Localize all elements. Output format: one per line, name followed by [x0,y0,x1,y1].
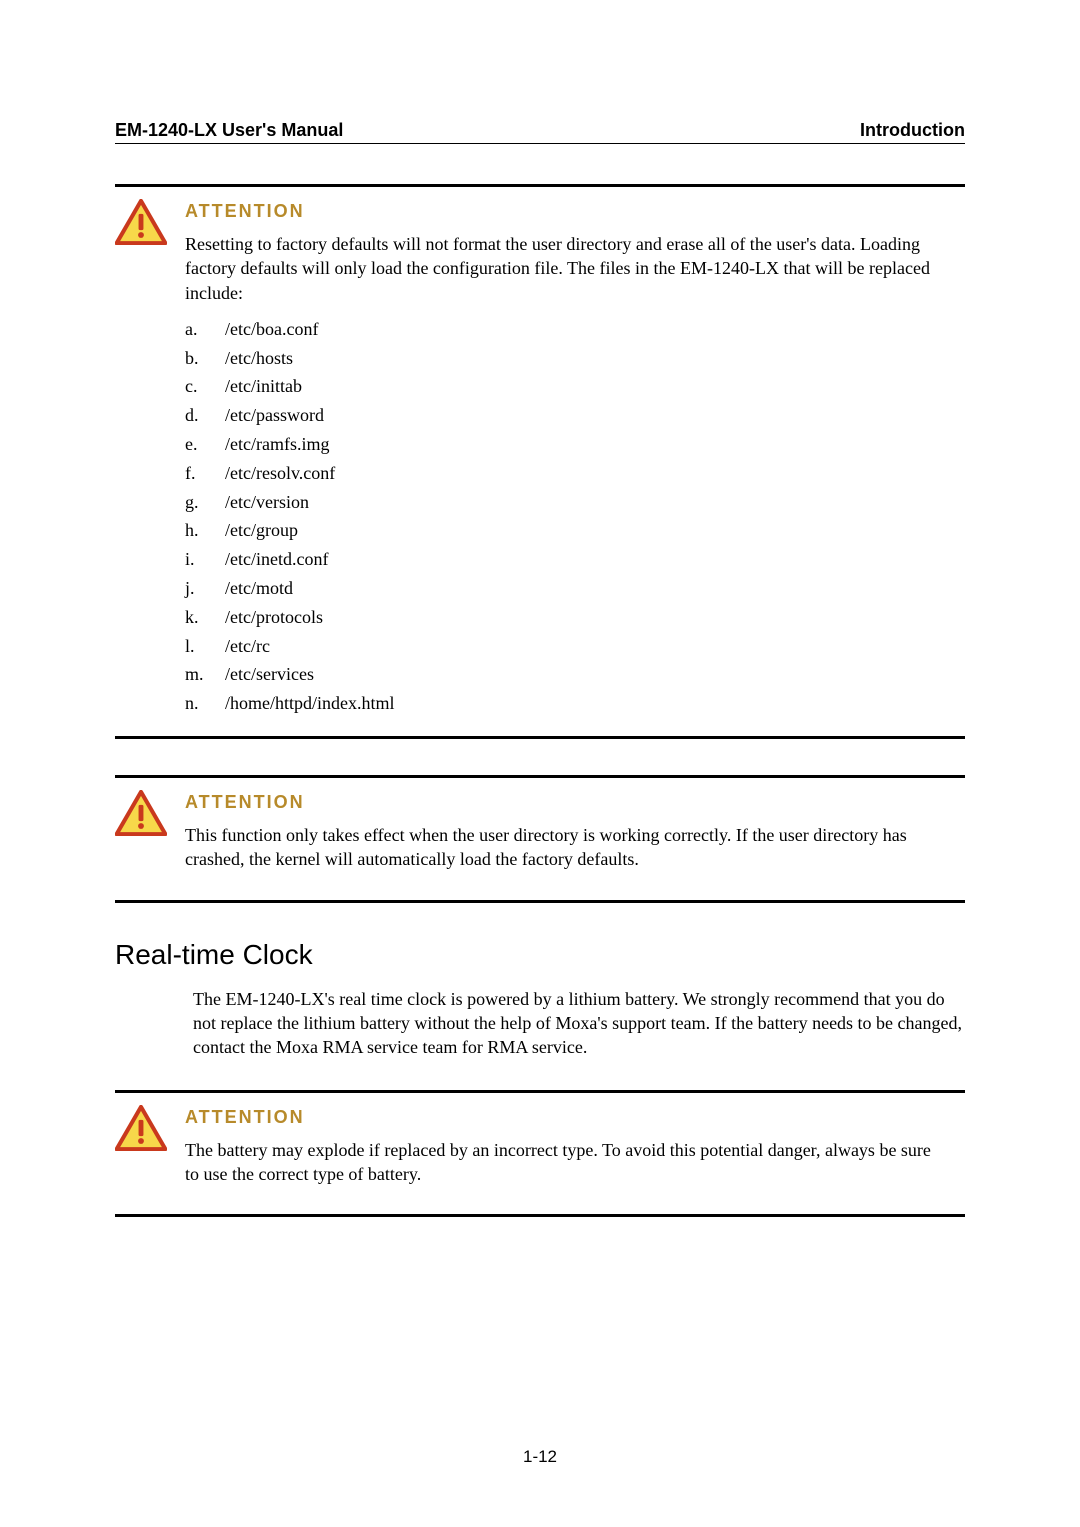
header-left: EM-1240-LX User's Manual [115,120,343,141]
list-item: h. /etc/group [185,516,947,545]
page-header: EM-1240-LX User's Manual Introduction [115,120,965,144]
rtc-paragraph: The EM-1240-LX's real time clock is powe… [193,987,965,1060]
file-list: a. /etc/boa.conf b. /etc/hosts c. /etc/initta… [185,315,947,718]
attention-2-text: This function only takes effect when the… [185,823,947,872]
list-marker: m. [185,660,207,689]
list-item: m. /etc/services [185,660,947,689]
warning-icon [115,1105,167,1156]
list-value: /etc/password [225,401,324,430]
list-marker: g. [185,488,207,517]
list-marker: e. [185,430,207,459]
list-value: /etc/protocols [225,603,323,632]
list-marker: a. [185,315,207,344]
list-marker: j. [185,574,207,603]
list-value: /etc/boa.conf [225,315,318,344]
section-heading-rtc: Real-time Clock [115,939,965,971]
page-number: 1-12 [0,1447,1080,1467]
list-value: /etc/hosts [225,344,293,373]
list-item: f. /etc/resolv.conf [185,459,947,488]
list-marker: f. [185,459,207,488]
list-item: l. /etc/rc [185,632,947,661]
attention-title: ATTENTION [185,792,947,813]
warning-icon [115,199,167,250]
list-marker: i. [185,545,207,574]
list-item: b. /etc/hosts [185,344,947,373]
list-item: d. /etc/password [185,401,947,430]
list-value: /etc/group [225,516,298,545]
list-value: /etc/rc [225,632,270,661]
list-marker: l. [185,632,207,661]
list-item: n. /home/httpd/index.html [185,689,947,718]
list-item: g. /etc/version [185,488,947,517]
list-marker: b. [185,344,207,373]
attention-3-text: The battery may explode if replaced by a… [185,1138,947,1187]
attention-title: ATTENTION [185,1107,947,1128]
list-marker: k. [185,603,207,632]
list-item: a. /etc/boa.conf [185,315,947,344]
list-value: /etc/inetd.conf [225,545,328,574]
list-item: e. /etc/ramfs.img [185,430,947,459]
list-value: /etc/ramfs.img [225,430,329,459]
header-right: Introduction [860,120,965,141]
list-item: c. /etc/inittab [185,372,947,401]
list-value: /etc/inittab [225,372,302,401]
list-value: /etc/resolv.conf [225,459,335,488]
list-value: /etc/version [225,488,309,517]
list-value: /home/httpd/index.html [225,689,395,718]
attention-title: ATTENTION [185,201,947,222]
list-marker: h. [185,516,207,545]
list-value: /etc/services [225,660,314,689]
list-item: i. /etc/inetd.conf [185,545,947,574]
list-value: /etc/motd [225,574,293,603]
list-item: k. /etc/protocols [185,603,947,632]
attention-box-3: ATTENTION The battery may explode if rep… [115,1090,965,1218]
list-item: j. /etc/motd [185,574,947,603]
warning-icon [115,790,167,841]
list-marker: d. [185,401,207,430]
attention-1-text: Resetting to factory defaults will not f… [185,232,947,305]
list-marker: c. [185,372,207,401]
attention-box-1: ATTENTION Resetting to factory defaults … [115,184,965,739]
list-marker: n. [185,689,207,718]
attention-box-2: ATTENTION This function only takes effec… [115,775,965,903]
